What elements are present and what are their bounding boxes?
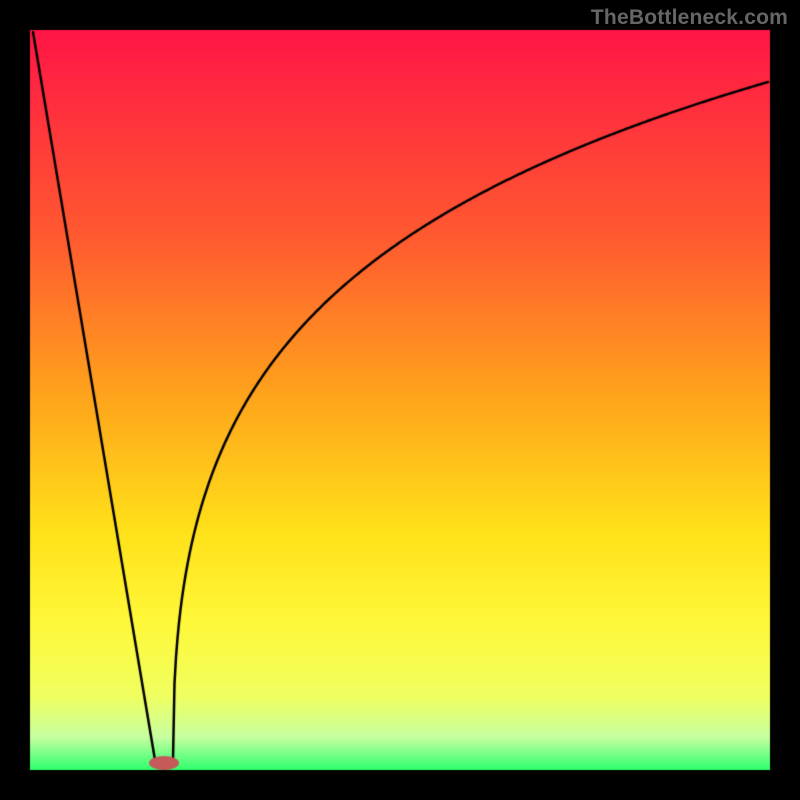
watermark-text: TheBottleneck.com [591, 6, 788, 30]
bottleneck-chart-canvas [0, 0, 800, 800]
chart-stage: TheBottleneck.com [0, 0, 800, 800]
